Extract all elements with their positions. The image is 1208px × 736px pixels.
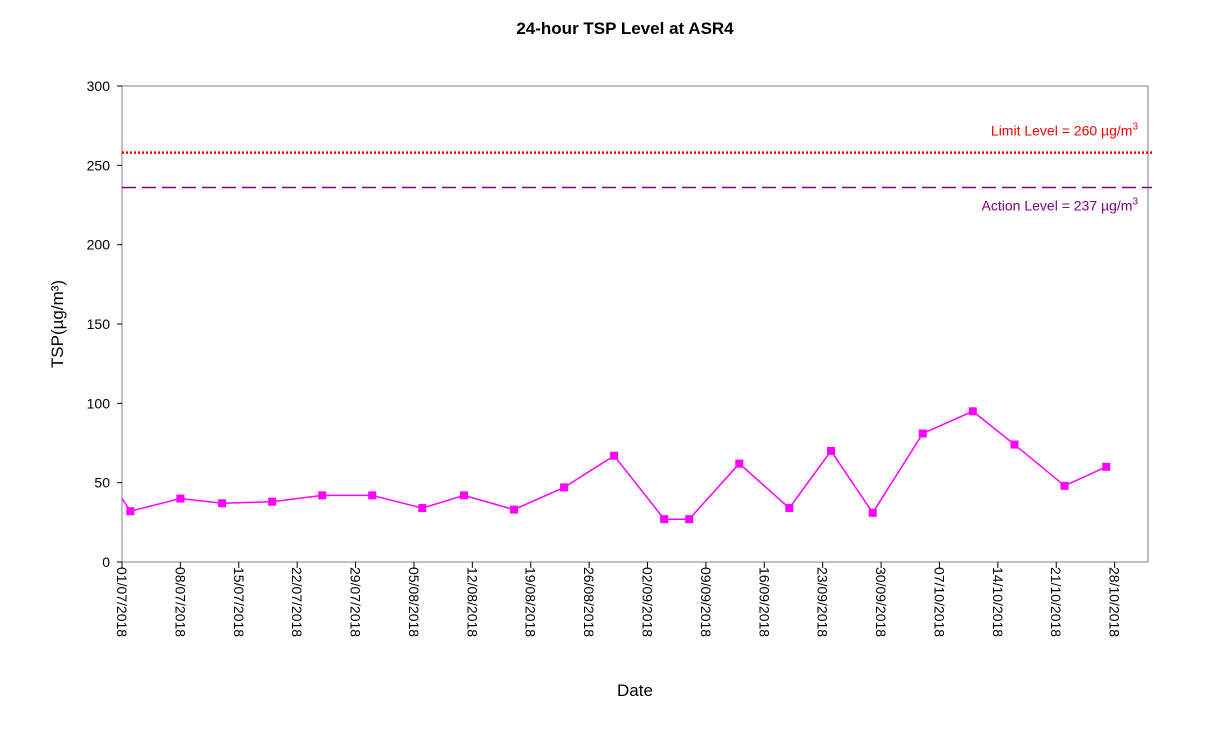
y-axis: 0 50 100 150 200 250 300: [87, 78, 122, 570]
tsp-data-point: [218, 499, 227, 508]
x-tick-label: 08/07/2018: [172, 567, 188, 637]
x-tick-label: 19/08/2018: [523, 567, 539, 637]
tsp-data-point: [1102, 462, 1111, 471]
tsp-data-point: [827, 446, 836, 455]
tsp-data-point: [660, 515, 669, 524]
x-tick-label: 15/07/2018: [231, 567, 247, 637]
x-axis: 01/07/2018 08/07/2018 15/07/2018 22/07/2018…: [114, 562, 1123, 637]
tsp-data-point: [510, 505, 519, 514]
tsp-data-point: [1010, 440, 1019, 449]
x-tick-label: 07/10/2018: [931, 567, 947, 637]
chart-title: 24-hour TSP Level at ASR4: [516, 19, 734, 38]
tsp-data-point: [918, 429, 927, 438]
tsp-data-point: [610, 451, 619, 460]
x-tick-label: 12/08/2018: [464, 567, 480, 637]
x-tick-label: 02/09/2018: [640, 567, 656, 637]
tsp-data-point: [418, 504, 427, 513]
tsp-data-point: [560, 483, 569, 492]
x-tick-label: 28/10/2018: [1107, 567, 1123, 637]
y-tick-label: 100: [87, 395, 111, 411]
tsp-data-point: [685, 515, 694, 524]
y-tick-label: 0: [102, 554, 110, 570]
x-tick-label: 01/07/2018: [114, 567, 130, 637]
plot-area: [121, 85, 1149, 563]
tsp-data-point: [968, 407, 977, 416]
x-tick-label: 26/08/2018: [581, 567, 597, 637]
tsp-data-point: [368, 491, 377, 500]
y-tick-label: 300: [87, 78, 111, 94]
x-tick-label: 14/10/2018: [990, 567, 1006, 637]
tsp-data-point: [460, 491, 468, 500]
action-level-label: Action Level = 237 µg/m3: [982, 197, 1139, 214]
x-axis-title: Date: [617, 681, 653, 700]
y-tick-label: 150: [87, 316, 111, 332]
y-tick-label: 200: [87, 237, 111, 253]
x-tick-label: 22/07/2018: [289, 567, 305, 637]
tsp-data-point: [868, 508, 877, 517]
x-tick-label: 30/09/2018: [873, 567, 889, 637]
reference-lines: Limit Level = 260 µg/m3 Action Level = 23…: [122, 122, 1152, 214]
series-group: [121, 407, 1111, 524]
tsp-data-point: [785, 504, 794, 513]
tsp-data-point: [126, 507, 135, 516]
x-tick-label: 05/08/2018: [406, 567, 422, 637]
y-axis-title: TSP(µg/m³): [48, 280, 67, 368]
tsp-data-point: [1060, 481, 1069, 490]
x-tick-label: 09/09/2018: [698, 567, 714, 637]
tsp-data-point: [268, 497, 277, 506]
y-tick-label: 50: [94, 475, 110, 491]
tsp-data-point: [176, 494, 185, 503]
x-tick-label: 29/07/2018: [348, 567, 364, 637]
x-tick-label: 16/09/2018: [756, 567, 772, 637]
x-tick-label: 21/10/2018: [1048, 567, 1064, 637]
limit-level-label: Limit Level = 260 µg/m3: [991, 122, 1139, 139]
tsp-data-point: [735, 459, 744, 468]
y-tick-label: 250: [87, 157, 111, 173]
x-tick-label: 23/09/2018: [815, 567, 831, 637]
tsp-data-point: [318, 491, 327, 500]
